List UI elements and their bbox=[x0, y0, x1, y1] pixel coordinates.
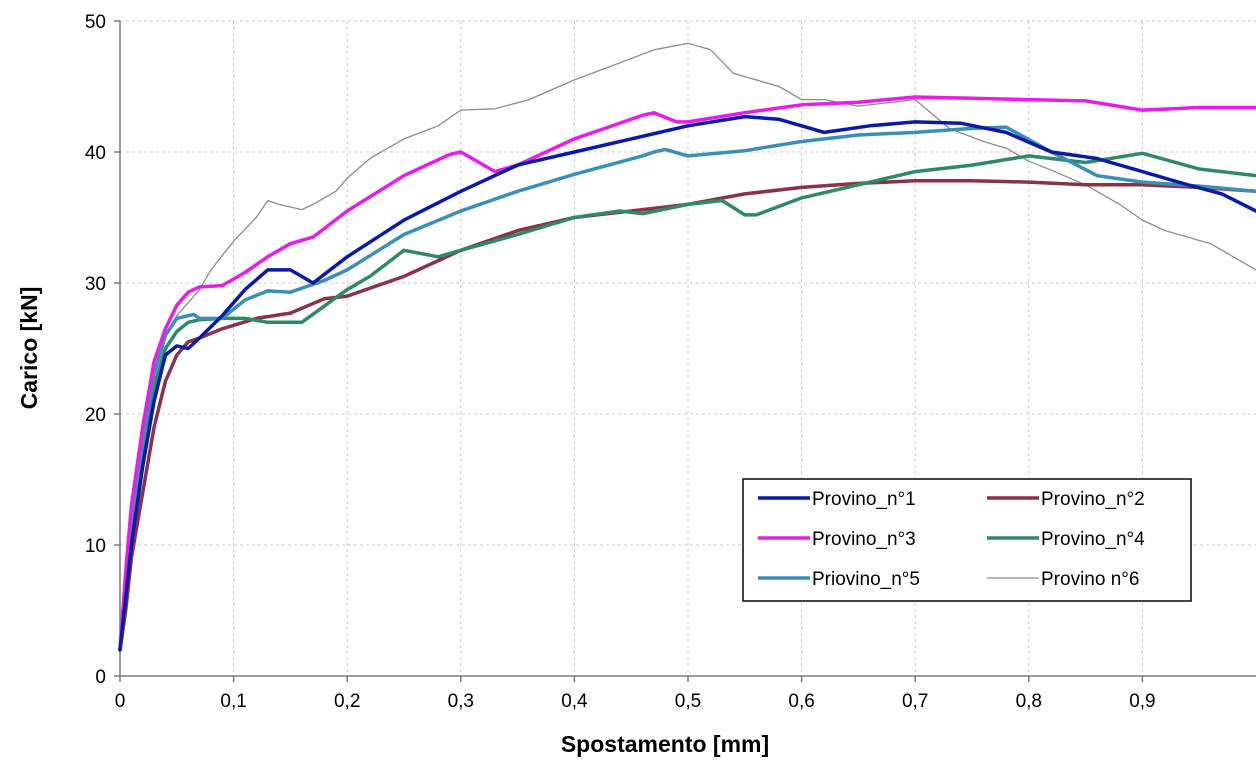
y-axis-title: Carico [kN] bbox=[16, 287, 42, 410]
series-line-3 bbox=[118, 95, 1256, 652]
y-tick-label: 0 bbox=[95, 667, 106, 688]
y-tick-label: 10 bbox=[85, 536, 106, 557]
y-tick-labels: 0 10 20 30 40 50 bbox=[85, 12, 106, 688]
x-tick-label: 0,4 bbox=[561, 691, 588, 712]
series-lines bbox=[118, 42, 1256, 652]
x-tick-labels: 0 0,1 0,2 0,3 0,4 0,5 0,6 0,7 0,8 0,9 bbox=[115, 691, 1156, 712]
x-tick-label: 0 bbox=[115, 691, 126, 712]
legend-label: Provino_n°1 bbox=[812, 489, 916, 510]
x-tick-label: 0,3 bbox=[448, 691, 474, 712]
legend-label: Provino_n°3 bbox=[812, 529, 916, 550]
axes bbox=[114, 20, 1256, 682]
x-tick-label: 0,5 bbox=[675, 691, 701, 712]
series-line-2 bbox=[118, 179, 1256, 652]
x-tick-label: 0,2 bbox=[334, 691, 360, 712]
series-line-4 bbox=[118, 151, 1256, 652]
legend-label: Provino_n°2 bbox=[1041, 489, 1145, 510]
y-tick-label: 30 bbox=[85, 274, 106, 295]
y-tick-label: 20 bbox=[85, 405, 106, 426]
legend-label: Provino n°6 bbox=[1041, 569, 1139, 590]
x-tick-label: 0,6 bbox=[788, 691, 814, 712]
legend: Provino_n°1 Provino_n°2 Provino_n°3 Provino… bbox=[742, 478, 1192, 602]
x-tick-label: 0,1 bbox=[220, 691, 246, 712]
legend-label: Priovino_n°5 bbox=[812, 569, 920, 590]
legend-label: Provino_n°4 bbox=[1041, 529, 1145, 550]
y-tick-label: 50 bbox=[85, 12, 106, 33]
legend-box bbox=[742, 478, 1192, 602]
series-line-1 bbox=[118, 114, 1256, 652]
x-axis-title: Spostamento [mm] bbox=[561, 731, 769, 757]
x-tick-label: 0,9 bbox=[1129, 691, 1155, 712]
gridlines bbox=[120, 20, 1256, 676]
x-tick-label: 0,8 bbox=[1016, 691, 1042, 712]
x-tick-label: 0,7 bbox=[902, 691, 928, 712]
y-tick-label: 40 bbox=[85, 143, 106, 164]
